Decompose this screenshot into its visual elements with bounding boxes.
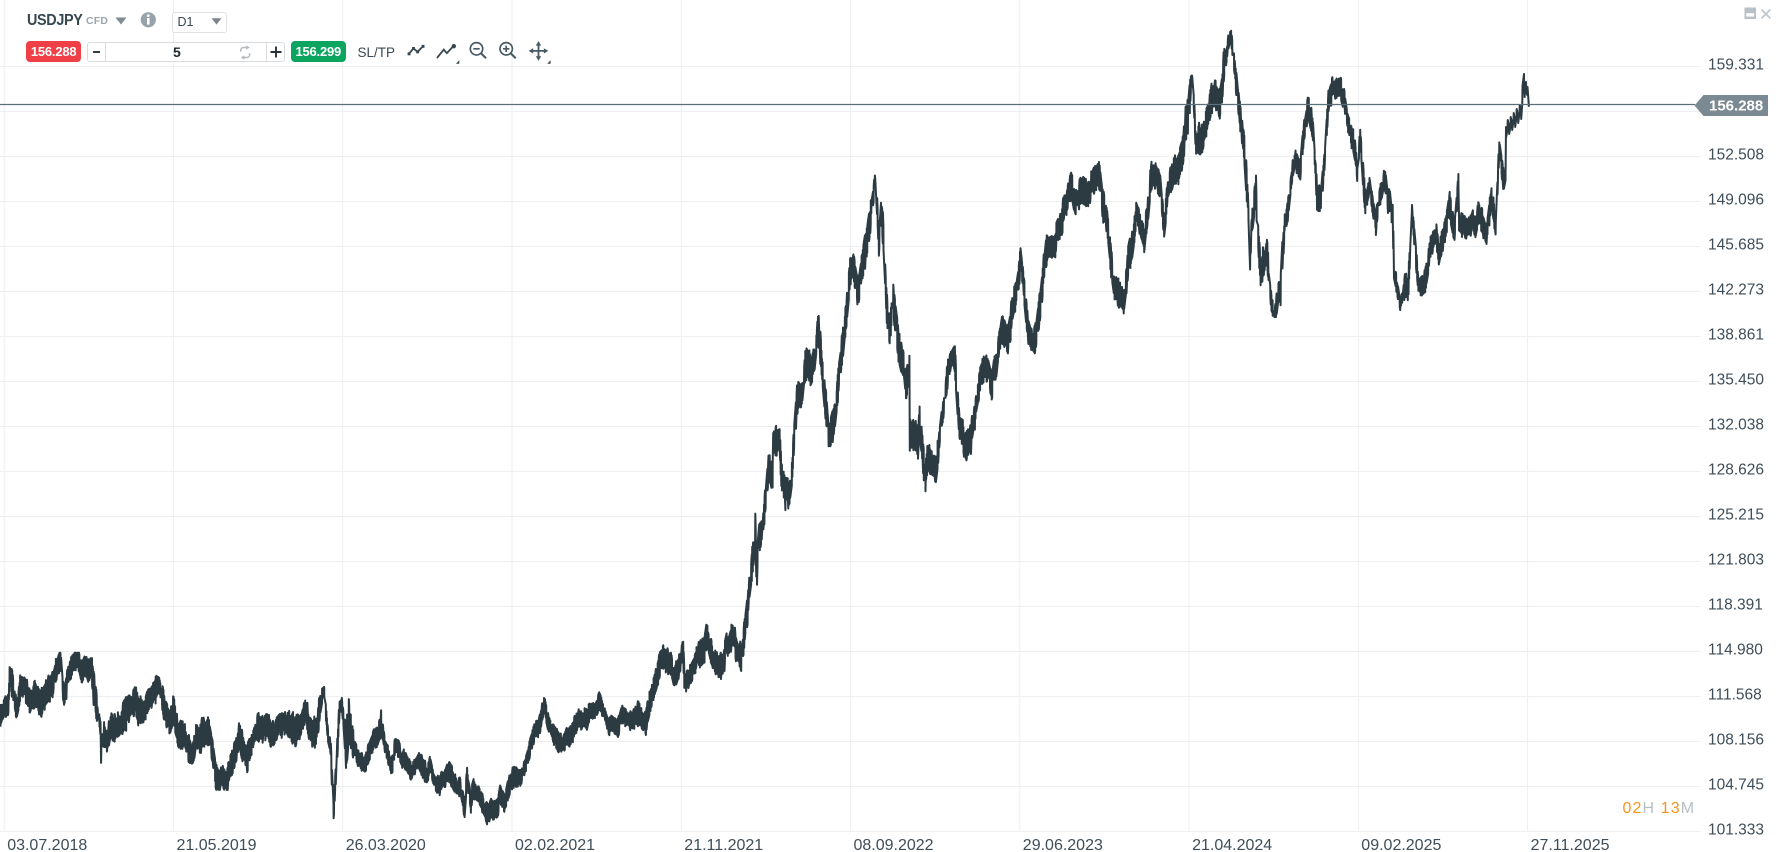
svg-text:114.980: 114.980 bbox=[1708, 642, 1763, 659]
svg-text:21.04.2024: 21.04.2024 bbox=[1192, 837, 1272, 852]
svg-text:111.568: 111.568 bbox=[1708, 687, 1762, 704]
svg-text:159.331: 159.331 bbox=[1708, 57, 1764, 74]
svg-text:118.391: 118.391 bbox=[1708, 597, 1763, 614]
svg-text:142.273: 142.273 bbox=[1708, 282, 1764, 299]
svg-text:149.096: 149.096 bbox=[1708, 192, 1764, 209]
svg-text:135.450: 135.450 bbox=[1708, 372, 1764, 389]
svg-text:101.333: 101.333 bbox=[1708, 822, 1764, 839]
svg-text:03.07.2018: 03.07.2018 bbox=[7, 837, 87, 852]
svg-text:104.745: 104.745 bbox=[1708, 777, 1764, 794]
svg-text:128.626: 128.626 bbox=[1708, 462, 1764, 479]
svg-text:26.03.2020: 26.03.2020 bbox=[346, 837, 426, 852]
svg-text:27.11.2025: 27.11.2025 bbox=[1531, 837, 1610, 852]
svg-text:108.156: 108.156 bbox=[1708, 732, 1764, 749]
svg-text:21.05.2019: 21.05.2019 bbox=[177, 837, 257, 852]
svg-text:21.11.2021: 21.11.2021 bbox=[684, 837, 763, 852]
svg-text:125.215: 125.215 bbox=[1708, 507, 1764, 524]
svg-text:156.288: 156.288 bbox=[1709, 98, 1763, 115]
svg-text:29.06.2023: 29.06.2023 bbox=[1023, 837, 1103, 852]
svg-text:152.508: 152.508 bbox=[1708, 147, 1764, 164]
svg-text:145.685: 145.685 bbox=[1708, 237, 1764, 254]
svg-text:08.09.2022: 08.09.2022 bbox=[854, 837, 934, 852]
svg-text:02H 13M: 02H 13M bbox=[1623, 800, 1696, 817]
svg-text:121.803: 121.803 bbox=[1708, 552, 1764, 569]
svg-text:132.038: 132.038 bbox=[1708, 417, 1764, 434]
svg-text:138.861: 138.861 bbox=[1708, 327, 1764, 344]
svg-text:09.02.2025: 09.02.2025 bbox=[1361, 837, 1441, 852]
svg-text:02.02.2021: 02.02.2021 bbox=[515, 837, 595, 852]
